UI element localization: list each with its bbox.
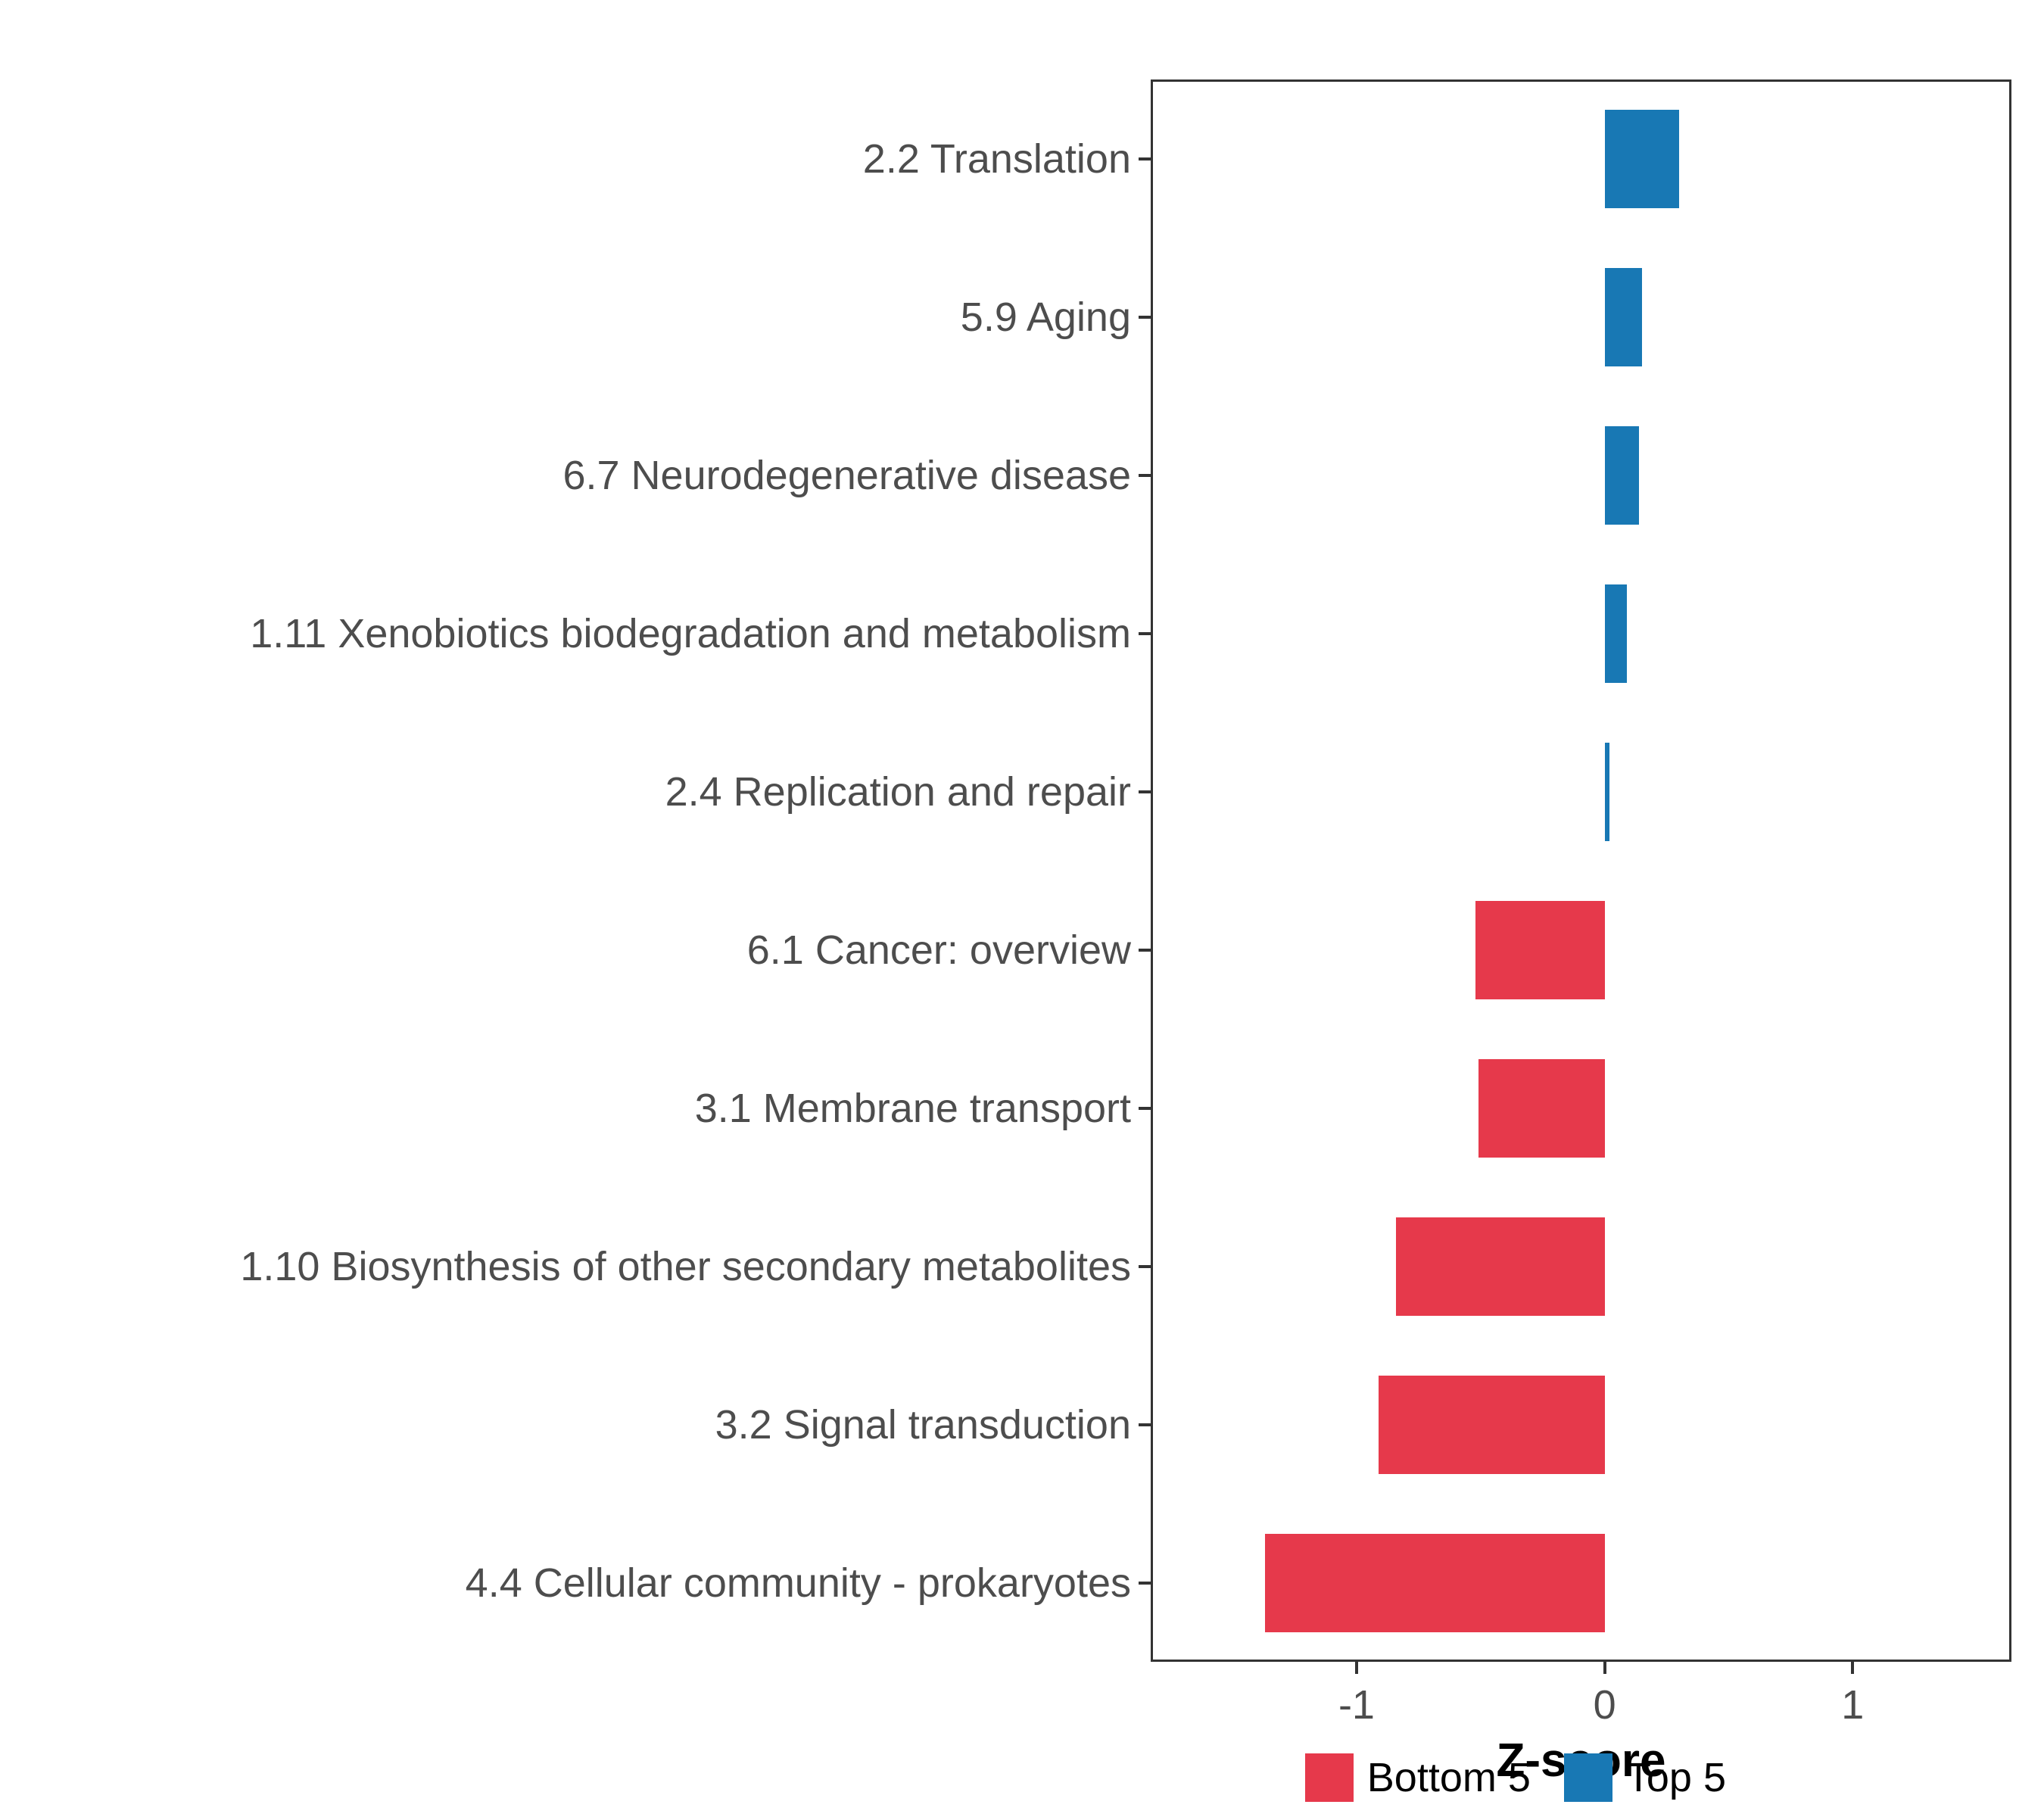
y-tick-mark — [1139, 1264, 1151, 1268]
legend: Bottom 5 Top 5 — [1304, 1753, 1726, 1802]
y-tick-mark — [1139, 790, 1151, 793]
bar-3-1-membrane-transport — [1478, 1058, 1605, 1158]
legend-item-bottom-5: Bottom 5 — [1304, 1753, 1531, 1802]
x-tick-mark — [1603, 1662, 1606, 1674]
x-tick-mark — [1354, 1662, 1358, 1674]
bar-2-4-replication-and-repair — [1604, 742, 1610, 841]
legend-label-top-5: Top 5 — [1625, 1755, 1726, 1800]
y-tick-mark — [1139, 473, 1151, 477]
legend-swatch-top-5 — [1563, 1753, 1612, 1802]
y-axis-label-3-2-signal-transduction: 3.2 Signal transduction — [715, 1401, 1131, 1448]
y-axis-label-2-2-translation: 2.2 Translation — [862, 136, 1131, 182]
y-tick-mark — [1139, 1581, 1151, 1585]
legend-swatch-bottom-5 — [1304, 1753, 1354, 1802]
y-axis-label-2-4-replication-and-repair: 2.4 Replication and repair — [665, 768, 1131, 815]
y-tick-mark — [1139, 315, 1151, 319]
bar-1-10-biosynthesis-of-other-secondary-metabolites — [1396, 1217, 1605, 1316]
legend-label-bottom-5: Bottom 5 — [1366, 1755, 1531, 1800]
bar-1-11-xenobiotics-biodegradation-and-metabolism — [1604, 584, 1628, 683]
bar-2-2-translation — [1604, 109, 1679, 208]
bar-6-1-cancer-overview — [1475, 900, 1605, 999]
plot-panel — [1151, 79, 2011, 1662]
y-axis-label-4-4-cellular-community-prokaryotes: 4.4 Cellular community - prokaryotes — [465, 1560, 1131, 1606]
bar-5-9-aging — [1604, 267, 1642, 366]
y-tick-mark — [1139, 157, 1151, 161]
x-tick-label: 0 — [1593, 1682, 1616, 1728]
x-tick-label: -1 — [1338, 1682, 1375, 1728]
y-axis-label-3-1-membrane-transport: 3.1 Membrane transport — [694, 1085, 1131, 1131]
y-axis-label-6-1-cancer-overview: 6.1 Cancer: overview — [746, 927, 1131, 973]
x-tick-label: 1 — [1841, 1682, 1865, 1728]
y-tick-mark — [1139, 1423, 1151, 1426]
y-tick-mark — [1139, 631, 1151, 635]
y-axis-label-6-7-neurodegenerative-disease: 6.7 Neurodegenerative disease — [562, 452, 1131, 498]
y-axis-label-1-10-biosynthesis-of-other-secondary-metabolites: 1.10 Biosynthesis of other secondary met… — [240, 1243, 1131, 1289]
y-axis-label-5-9-aging: 5.9 Aging — [960, 294, 1131, 340]
bar-6-7-neurodegenerative-disease — [1604, 425, 1640, 525]
y-tick-mark — [1139, 1106, 1151, 1110]
y-tick-mark — [1139, 948, 1151, 952]
x-tick-mark — [1851, 1662, 1855, 1674]
bar-3-2-signal-transduction — [1379, 1375, 1605, 1474]
legend-item-top-5: Top 5 — [1563, 1753, 1726, 1802]
y-axis-label-1-11-xenobiotics-biodegradation-and-metabolism: 1.11 Xenobiotics biodegradation and meta… — [250, 610, 1131, 656]
bar-4-4-cellular-community-prokaryotes — [1264, 1533, 1605, 1632]
